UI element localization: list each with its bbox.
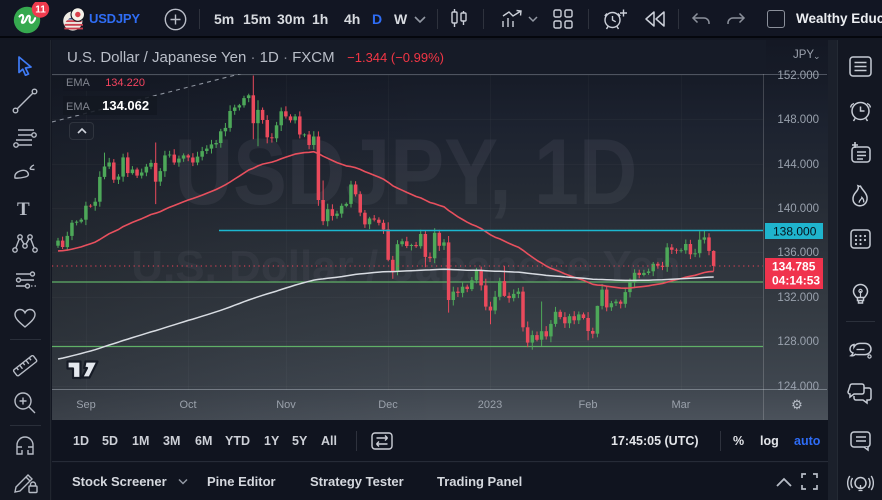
svg-text:Feb: Feb (579, 399, 598, 411)
svg-text:04:14:53: 04:14:53 (772, 274, 820, 288)
svg-text:Nov: Nov (276, 399, 296, 411)
svg-text:152.000: 152.000 (777, 70, 819, 82)
svg-text:Oct: Oct (179, 399, 196, 411)
svg-text:128.000: 128.000 (777, 336, 819, 348)
svg-text:148.000: 148.000 (777, 114, 819, 126)
svg-text:2023: 2023 (478, 399, 502, 411)
svg-text:138.000: 138.000 (773, 225, 817, 239)
svg-text:⌄: ⌄ (813, 51, 821, 61)
svg-text:Mar: Mar (672, 399, 691, 411)
svg-text:140.000: 140.000 (777, 203, 819, 215)
svg-text:144.000: 144.000 (777, 159, 819, 171)
svg-text:136.000: 136.000 (777, 247, 819, 259)
svg-text:124.000: 124.000 (777, 381, 819, 393)
svg-text:Sep: Sep (76, 399, 96, 411)
svg-text:132.000: 132.000 (777, 292, 819, 304)
svg-text:134.785: 134.785 (772, 260, 816, 274)
svg-text:⚙: ⚙ (791, 397, 803, 412)
svg-text:Dec: Dec (378, 399, 398, 411)
svg-text:USDJPY, 1D: USDJPY, 1D (175, 119, 638, 224)
svg-text:U.S. Dollar / Japanese Yen: U.S. Dollar / Japanese Yen (131, 242, 680, 291)
svg-text:11: 11 (35, 5, 46, 16)
svg-text:JPY: JPY (793, 49, 814, 61)
